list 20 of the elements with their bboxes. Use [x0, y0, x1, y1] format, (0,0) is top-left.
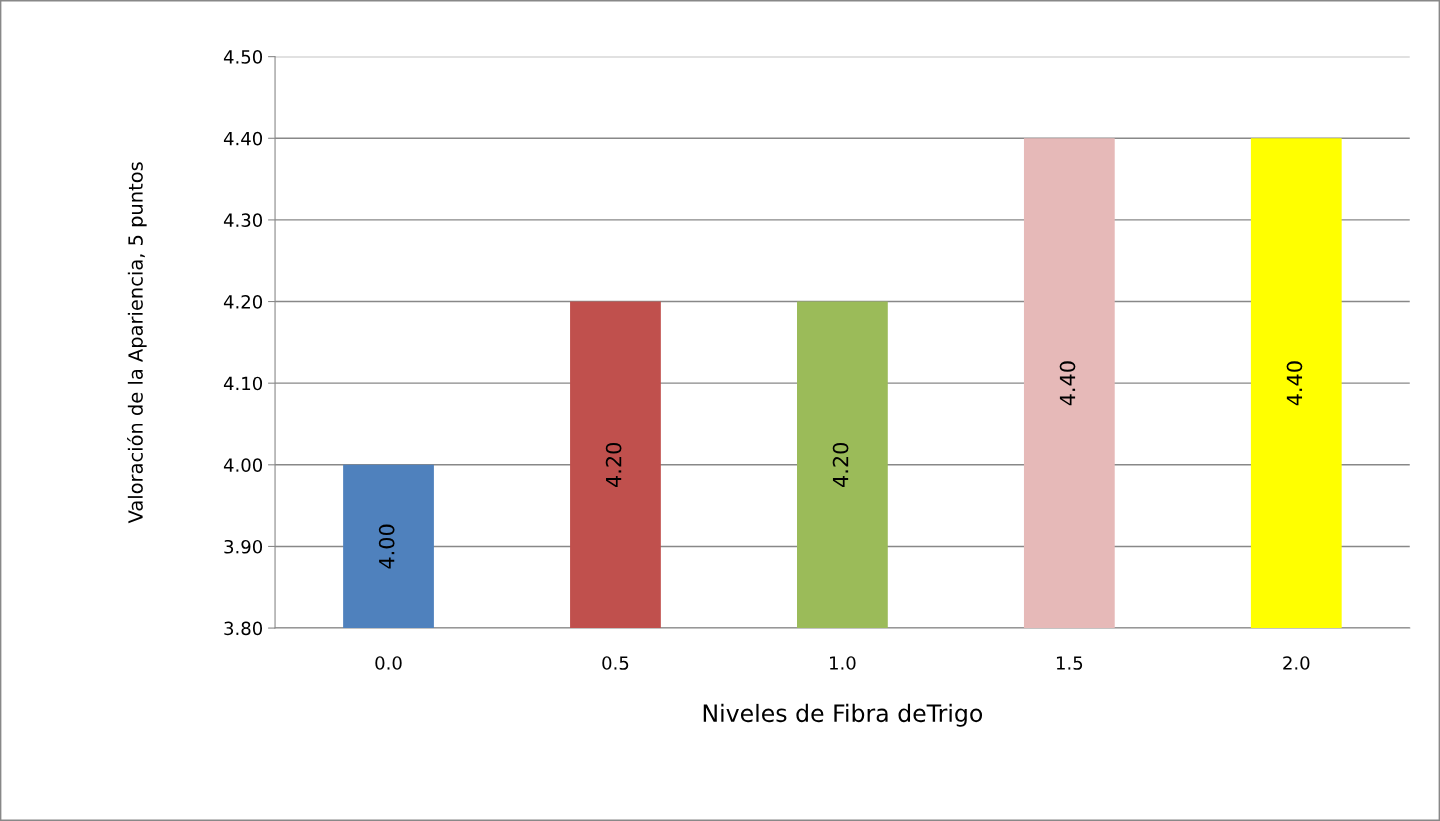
data-label: 4.20 — [832, 442, 849, 487]
x-tick-label: 1.5 — [1056, 656, 1083, 670]
y-tick-label: 3.90 — [224, 539, 263, 554]
y-tick-label: 4.40 — [223, 131, 263, 146]
y-tick-label: 4.20 — [223, 295, 263, 309]
data-label: 4.40 — [1286, 361, 1303, 406]
x-tick-label: 0.0 — [375, 656, 402, 670]
data-label: 4.00 — [378, 524, 395, 569]
x-tick-label: 1.0 — [830, 656, 856, 670]
y-tick-label: 4.50 — [223, 50, 263, 64]
data-label: 4.40 — [1059, 361, 1076, 406]
data-label: 4.20 — [605, 442, 622, 487]
y-axis-title: Valoración de la Apariencia, 5 puntos — [127, 162, 147, 524]
y-tick-label: 4.10 — [223, 376, 263, 391]
y-tick-label: 4.00 — [223, 458, 263, 472]
x-tick-label: 0.5 — [602, 656, 629, 670]
y-tick-label: 4.30 — [223, 213, 263, 228]
x-tick-label: 2.0 — [1283, 656, 1310, 670]
x-axis-title: Niveles de Fibra deTrigo — [703, 703, 983, 727]
y-tick-label: 3.80 — [224, 621, 263, 636]
